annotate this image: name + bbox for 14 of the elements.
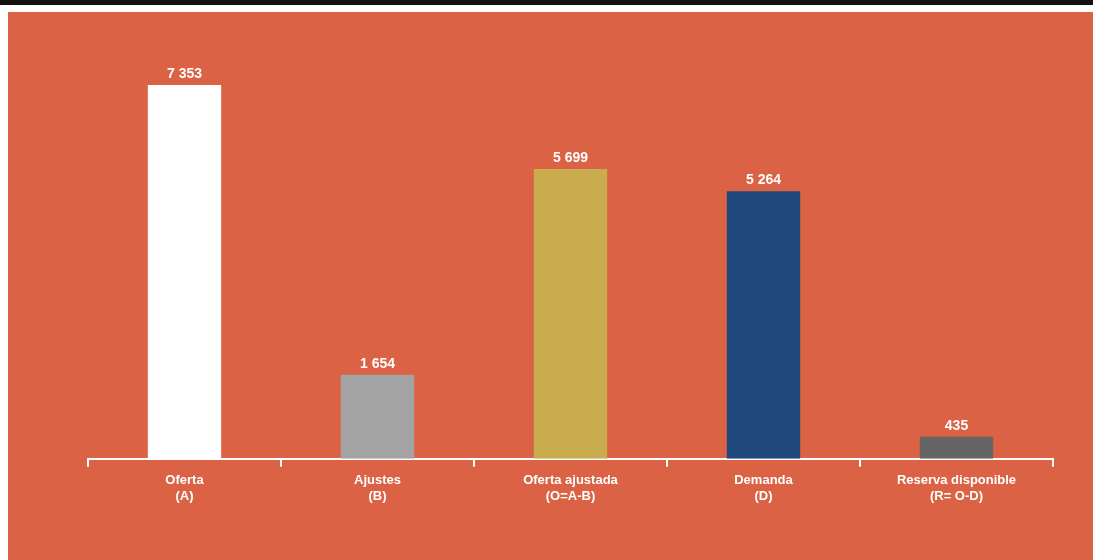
bar [919,436,994,459]
data-label: 5 699 [552,148,589,165]
x-tick-label: Ajustes (B) [354,472,401,503]
x-tick-label: Demanda (D) [734,472,794,503]
data-label: 5 264 [745,170,782,187]
bar [726,191,801,459]
data-label: 7 353 [166,64,203,81]
data-label: 435 [944,416,969,433]
data-label: 1 654 [359,354,396,371]
bar [533,169,608,459]
x-tick-label: Oferta ajustada (O=A-B) [523,472,619,503]
x-tick-label: Oferta (A) [165,472,205,503]
x-tick-label: Reserva disponible (R= O-D) [896,472,1017,503]
bar [340,374,415,459]
